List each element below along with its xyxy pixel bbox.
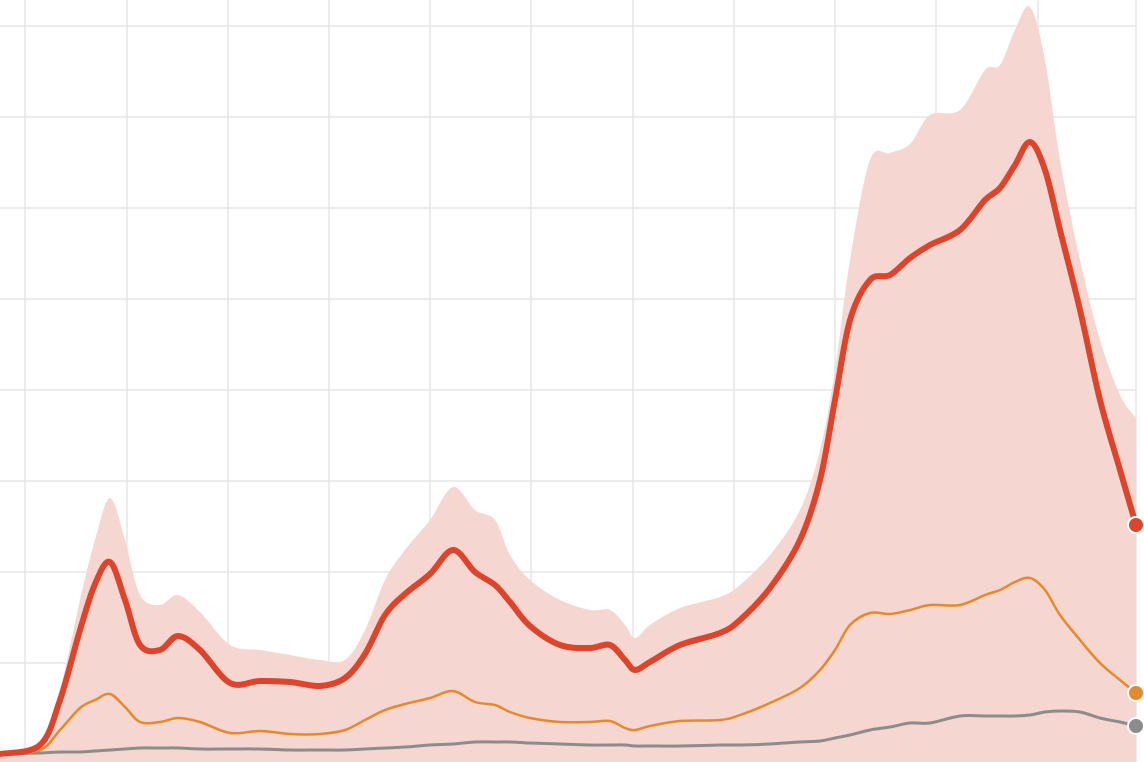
end-point — [1127, 684, 1144, 702]
series-line — [0, 709, 1138, 756]
end-point — [1127, 516, 1144, 534]
end-point — [1127, 717, 1144, 735]
series-line — [0, 139, 1139, 757]
series-line — [0, 576, 1138, 756]
